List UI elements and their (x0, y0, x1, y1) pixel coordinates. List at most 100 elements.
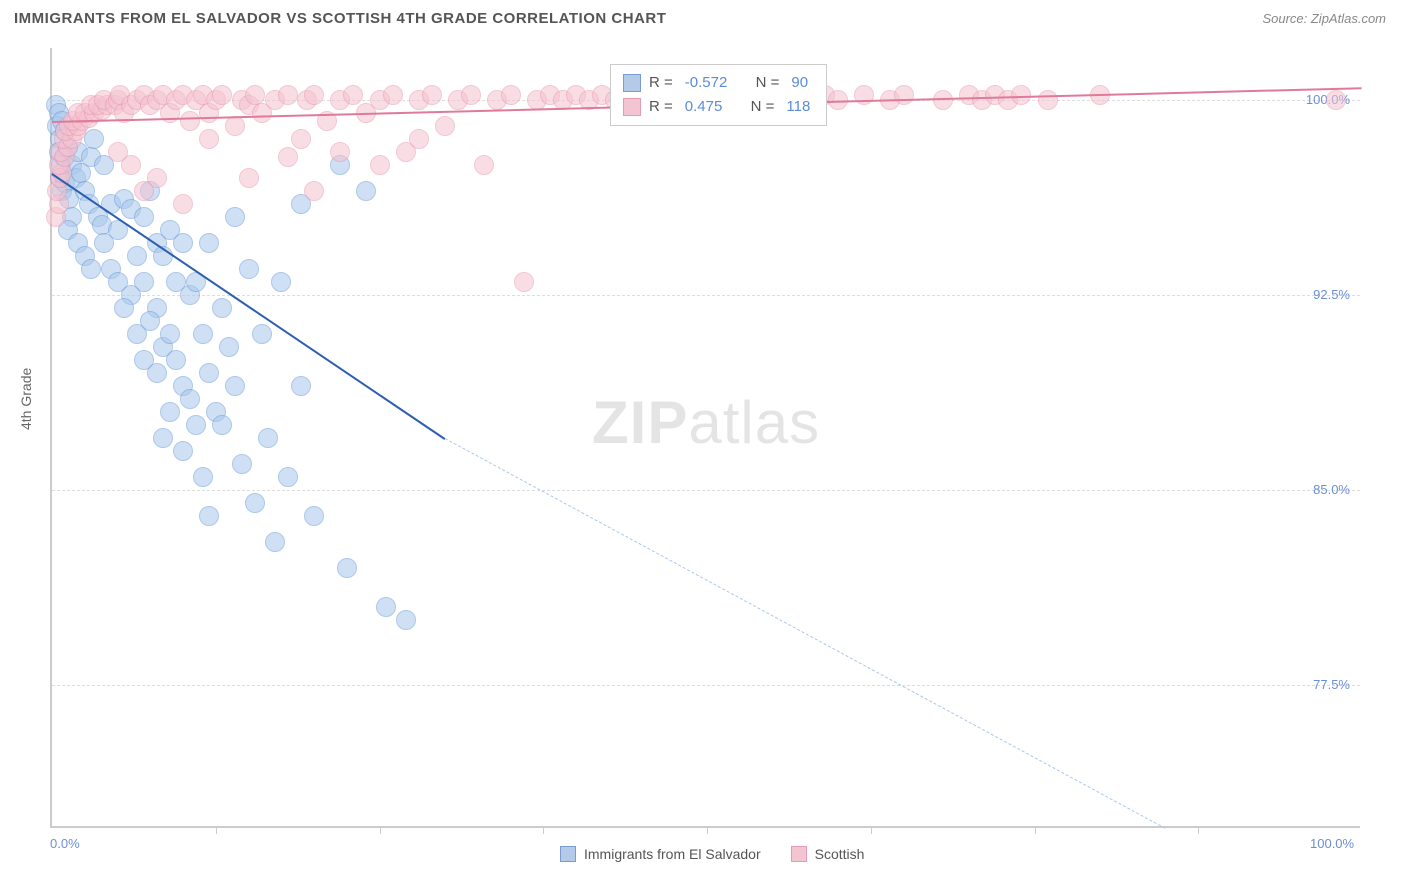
scatter-point (160, 402, 180, 422)
scatter-point (153, 428, 173, 448)
x-minor-tick (216, 826, 217, 834)
x-minor-tick (871, 826, 872, 834)
chart-plot-area: ZIPatlas 77.5%85.0%92.5%100.0% (50, 48, 1360, 828)
legend-label: Scottish (815, 846, 865, 862)
scatter-point (330, 142, 350, 162)
scatter-point (239, 168, 259, 188)
source-label: Source: ZipAtlas.com (1262, 11, 1386, 26)
scatter-point (173, 233, 193, 253)
scatter-point (278, 85, 298, 105)
scatter-point (501, 85, 521, 105)
scatter-point (108, 142, 128, 162)
legend-swatch (623, 98, 641, 116)
scatter-point (186, 415, 206, 435)
scatter-point (1038, 90, 1058, 110)
scatter-point (84, 129, 104, 149)
scatter-point (173, 441, 193, 461)
scatter-point (199, 363, 219, 383)
scatter-point (435, 116, 455, 136)
scatter-point (474, 155, 494, 175)
scatter-point (212, 415, 232, 435)
scatter-point (193, 467, 213, 487)
x-minor-tick (380, 826, 381, 834)
scatter-point (461, 85, 481, 105)
scatter-point (219, 337, 239, 357)
scatter-point (337, 558, 357, 578)
scatter-point (134, 207, 154, 227)
legend-item: Immigrants from El Salvador (560, 846, 761, 862)
x-minor-tick (1198, 826, 1199, 834)
scatter-point (134, 181, 154, 201)
scatter-point (370, 155, 390, 175)
scatter-point (173, 194, 193, 214)
header: IMMIGRANTS FROM EL SALVADOR VS SCOTTISH … (0, 0, 1406, 35)
y-tick-label: 92.5% (1313, 287, 1350, 302)
x-tick-label: 0.0% (50, 836, 80, 851)
y-tick-label: 77.5% (1313, 677, 1350, 692)
stats-row: R =0.475 N =118 (623, 95, 814, 119)
scatter-point (396, 610, 416, 630)
stats-legend-box: R =-0.572 N =90R =0.475 N =118 (610, 64, 827, 126)
scatter-point (114, 298, 134, 318)
x-minor-tick (1035, 826, 1036, 834)
legend-item: Scottish (791, 846, 865, 862)
gridline-h (52, 295, 1360, 296)
scatter-point (134, 272, 154, 292)
scatter-point (180, 111, 200, 131)
scatter-point (225, 207, 245, 227)
stat-n-label: N = (756, 71, 780, 95)
scatter-point (199, 506, 219, 526)
scatter-point (212, 298, 232, 318)
scatter-point (245, 85, 265, 105)
scatter-point (127, 246, 147, 266)
gridline-h (52, 685, 1360, 686)
scatter-point (193, 324, 213, 344)
trend-line (445, 438, 1166, 829)
scatter-point (245, 493, 265, 513)
stat-n-value: 90 (791, 71, 808, 95)
scatter-point (422, 85, 442, 105)
stat-r-value: 0.475 (685, 95, 723, 119)
gridline-h (52, 490, 1360, 491)
scatter-point (258, 428, 278, 448)
scatter-point (81, 259, 101, 279)
scatter-point (252, 324, 272, 344)
legend-swatch (560, 846, 576, 862)
scatter-point (356, 181, 376, 201)
scatter-point (514, 272, 534, 292)
chart-title: IMMIGRANTS FROM EL SALVADOR VS SCOTTISH … (14, 10, 666, 27)
scatter-point (304, 85, 324, 105)
scatter-point (180, 389, 200, 409)
scatter-point (383, 85, 403, 105)
x-minor-tick (543, 826, 544, 834)
scatter-point (894, 85, 914, 105)
legend-swatch (791, 846, 807, 862)
scatter-point (225, 376, 245, 396)
scatter-point (225, 116, 245, 136)
scatter-point (409, 129, 429, 149)
scatter-point (199, 129, 219, 149)
stat-r-value: -0.572 (685, 71, 728, 95)
scatter-point (304, 181, 324, 201)
scatter-point (265, 532, 285, 552)
scatter-point (232, 454, 252, 474)
scatter-point (199, 233, 219, 253)
scatter-point (147, 363, 167, 383)
watermark-bold: ZIP (592, 389, 688, 456)
series-legend: Immigrants from El Salvador Scottish (560, 846, 864, 862)
stat-r-label: R = (649, 71, 673, 95)
trend-line (51, 173, 445, 440)
y-axis-title: 4th Grade (18, 368, 34, 430)
watermark-light: atlas (688, 389, 820, 456)
scatter-point (212, 85, 232, 105)
stat-n-label: N = (751, 95, 775, 119)
scatter-point (343, 85, 363, 105)
y-tick-label: 85.0% (1313, 482, 1350, 497)
scatter-point (291, 129, 311, 149)
stat-r-label: R = (649, 95, 673, 119)
scatter-point (1326, 90, 1346, 110)
scatter-point (239, 259, 259, 279)
x-tick-label: 100.0% (1310, 836, 1354, 851)
scatter-point (291, 376, 311, 396)
scatter-point (304, 506, 324, 526)
